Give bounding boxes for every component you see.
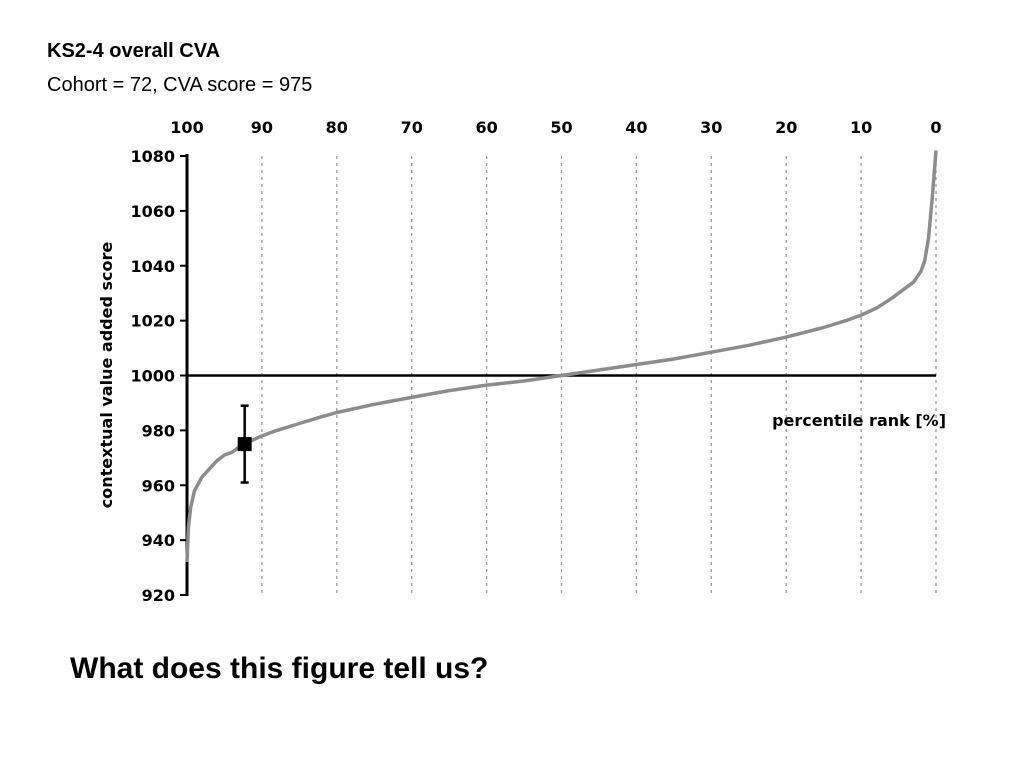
discussion-question: What does this figure tell us? (70, 652, 489, 685)
chart-subtitle: Cohort = 72, CVA score = 975 (47, 74, 313, 96)
x-tick-label: 30 (700, 118, 722, 137)
axes: 100 90 80 70 60 50 40 30 20 10 0920940960980100010… (130, 118, 941, 605)
y-tick-label: 1080 (130, 147, 175, 166)
x-tick-label: 0 (930, 118, 941, 137)
x-tick-label: 20 (775, 118, 797, 137)
chart-title: KS2-4 overall CVA (47, 40, 221, 62)
x-tick-label: 90 (251, 118, 273, 137)
x-tick-label: 70 (401, 118, 423, 137)
cva-distribution-curve (185, 150, 938, 563)
x-tick-label: 40 (625, 118, 647, 137)
x-tick-label: 80 (326, 118, 348, 137)
y-tick-label: 1060 (130, 202, 175, 221)
y-tick-label: 940 (142, 531, 175, 550)
label-layer: percentile rank [%] contextual value add… (97, 242, 946, 509)
x-tick-label: 60 (475, 118, 497, 137)
school-cva-marker (237, 437, 252, 452)
cva-chart: 100 90 80 70 60 50 40 30 20 10 0920940960980100010… (97, 118, 946, 605)
x-tick-label: 100 (170, 118, 203, 137)
y-tick-label: 920 (142, 586, 175, 605)
y-tick-label: 1000 (130, 367, 175, 386)
x-tick-label: 10 (850, 118, 872, 137)
y-tick-label: 1040 (130, 257, 175, 276)
y-tick-label: 980 (142, 421, 175, 440)
x-axis-label: percentile rank [%] (772, 411, 946, 430)
y-axis-label: contextual value added score (97, 242, 116, 509)
x-tick-label: 50 (550, 118, 572, 137)
y-tick-label: 1020 (130, 312, 175, 331)
marker-layer (237, 404, 252, 484)
series-layer (185, 150, 938, 563)
y-tick-label: 960 (142, 476, 175, 495)
